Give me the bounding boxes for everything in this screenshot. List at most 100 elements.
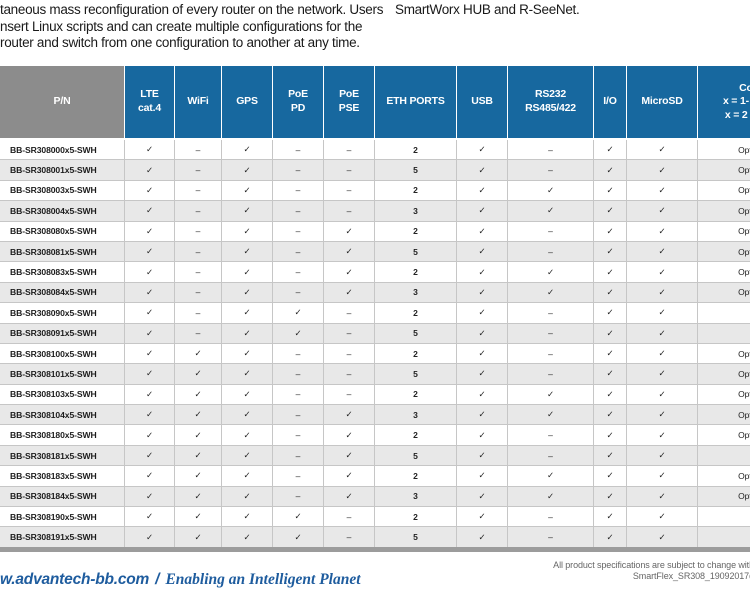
feature-cell: 2 [374, 424, 457, 446]
feature-cell: ✓ [221, 506, 273, 528]
feature-cell: ✓ [221, 465, 273, 487]
feature-cell: ✓ [221, 383, 273, 406]
feature-cell: 5 [374, 159, 457, 181]
feature-cell: – [174, 138, 222, 161]
feature-cell: ✓ [323, 424, 375, 446]
feature-cell: ✓ [174, 485, 222, 508]
column-header: MicroSD [626, 66, 698, 140]
feature-cell: ✓ [626, 159, 698, 181]
feature-cell: – [323, 363, 375, 385]
feature-cell: ✓ [593, 444, 627, 467]
feature-cell: ✓ [593, 302, 627, 324]
feature-cell: – [507, 302, 594, 324]
pn-cell: BB-SR308090x5-SWH [0, 302, 125, 324]
feature-cell: – [174, 322, 222, 344]
pn-cell: BB-SR308101x5-SWH [0, 363, 125, 385]
feature-cell: ✓ [456, 179, 508, 202]
feature-cell: – [272, 485, 324, 508]
feature-cell: ✓ [593, 526, 627, 548]
table-row: BB-SR308104x5-SWH✓✓✓–✓3✓✓✓✓Optional [0, 404, 750, 426]
footer-left: w.advantech-bb.com / Enabling an Intellige… [0, 571, 361, 589]
feature-cell: ✓ [456, 363, 508, 385]
feature-cell: ✓ [456, 424, 508, 446]
table-row: BB-SR308091x5-SWH✓–✓✓–5✓–✓✓2 [0, 322, 750, 344]
feature-cell: ✓ [456, 506, 508, 528]
table-row: BB-SR308090x5-SWH✓–✓✓–2✓–✓✓2 [0, 302, 750, 324]
feature-cell: ✓ [456, 261, 508, 283]
feature-cell: – [323, 159, 375, 181]
table-row: BB-SR308180x5-SWH✓✓✓–✓2✓–✓✓Optional [0, 424, 750, 446]
feature-cell: ✓ [221, 302, 273, 324]
feature-cell: ✓ [593, 138, 627, 161]
table-row: BB-SR308183x5-SWH✓✓✓–✓2✓✓✓✓Optional [0, 465, 750, 487]
feature-cell: Optional [697, 261, 750, 283]
feature-cell: ✓ [174, 404, 222, 426]
feature-cell: – [272, 281, 324, 304]
feature-cell: ✓ [124, 444, 175, 467]
feature-cell: ✓ [323, 404, 375, 426]
feature-cell: ✓ [593, 179, 627, 202]
pn-cell: BB-SR308191x5-SWH [0, 526, 125, 548]
feature-cell: ✓ [124, 424, 175, 446]
feature-cell: ✓ [626, 200, 698, 222]
feature-cell: – [323, 383, 375, 406]
feature-cell: 5 [374, 526, 457, 548]
feature-cell: – [272, 383, 324, 406]
feature-cell: – [323, 342, 375, 365]
feature-cell: Optional [697, 281, 750, 304]
pn-cell: BB-SR308091x5-SWH [0, 322, 125, 344]
feature-cell: ✓ [507, 383, 594, 406]
feature-cell: ✓ [221, 424, 273, 446]
feature-cell: – [272, 159, 324, 181]
feature-cell: ✓ [124, 383, 175, 406]
feature-cell: ✓ [626, 424, 698, 446]
feature-cell: 3 [374, 485, 457, 508]
feature-cell: – [272, 240, 324, 263]
feature-cell: ✓ [456, 281, 508, 304]
feature-cell: – [323, 302, 375, 324]
feature-cell: ✓ [507, 261, 594, 283]
feature-cell: ✓ [323, 261, 375, 283]
feature-cell: – [174, 220, 222, 242]
feature-cell: – [272, 424, 324, 446]
feature-cell: ✓ [593, 506, 627, 528]
pn-cell: BB-SR308080x5-SWH [0, 220, 125, 242]
feature-cell: ✓ [626, 138, 698, 161]
feature-cell: ✓ [456, 220, 508, 242]
pn-cell: BB-SR308180x5-SWH [0, 424, 125, 446]
intro-text-line: router and switch from one configuration… [0, 35, 360, 50]
column-header: RS232 RS485/422 [507, 66, 594, 140]
feature-cell: ✓ [456, 404, 508, 426]
footer-tagline: Enabling an Intelligent Planet [165, 571, 361, 588]
feature-cell: ✓ [323, 444, 375, 467]
feature-cell: ✓ [507, 485, 594, 508]
pn-cell: BB-SR308000x5-SWH [0, 138, 125, 161]
feature-cell: ✓ [272, 506, 324, 528]
feature-cell: – [272, 342, 324, 365]
table-row: BB-SR308190x5-SWH✓✓✓✓–2✓–✓✓2 [0, 506, 750, 528]
feature-cell: ✓ [593, 342, 627, 365]
feature-cell: ✓ [124, 200, 175, 222]
feature-cell: ✓ [323, 485, 375, 508]
feature-cell: ✓ [124, 240, 175, 263]
feature-cell: ✓ [507, 281, 594, 304]
footer-note-line2: SmartFlex_SR308_19092017d [632, 570, 750, 581]
feature-cell: Optional [697, 383, 750, 406]
pn-cell: BB-SR308083x5-SWH [0, 261, 125, 283]
feature-cell: ✓ [124, 404, 175, 426]
feature-cell: ✓ [507, 179, 594, 202]
feature-cell: – [174, 302, 222, 324]
table-row: BB-SR308003x5-SWH✓–✓––2✓✓✓✓Optional [0, 179, 750, 202]
feature-cell: ✓ [124, 363, 175, 385]
feature-cell: – [174, 200, 222, 222]
feature-cell: ✓ [593, 424, 627, 446]
feature-cell: ✓ [221, 261, 273, 283]
pn-cell: BB-SR308181x5-SWH [0, 444, 125, 467]
table-row: BB-SR308184x5-SWH✓✓✓–✓3✓✓✓✓Optional [0, 485, 750, 508]
feature-cell: – [323, 200, 375, 222]
website-link[interactable]: w.advantech-bb.com [0, 571, 150, 588]
feature-cell: ✓ [124, 342, 175, 365]
feature-cell: ✓ [456, 322, 508, 344]
feature-cell: 3 [374, 404, 457, 426]
feature-cell: ✓ [221, 159, 273, 181]
